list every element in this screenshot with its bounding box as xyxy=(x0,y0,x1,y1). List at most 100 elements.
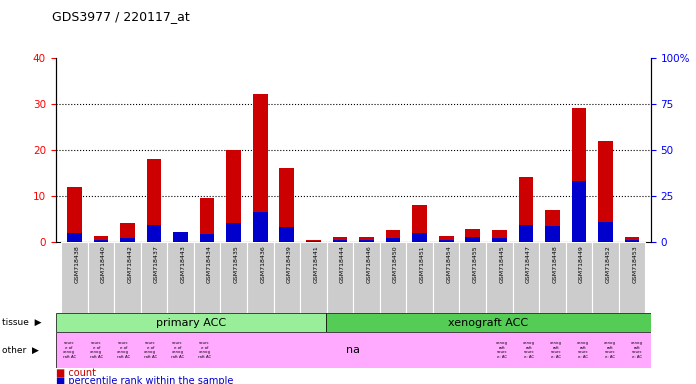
Text: xenog
raft
sourc
e: AC: xenog raft sourc e: AC xyxy=(523,341,535,359)
Bar xyxy=(439,237,454,242)
Bar xyxy=(253,94,267,242)
Bar xyxy=(61,242,88,313)
Text: xenograft ACC: xenograft ACC xyxy=(448,318,528,328)
Text: GSM718443: GSM718443 xyxy=(180,245,186,283)
Bar xyxy=(173,232,188,242)
Text: GSM718444: GSM718444 xyxy=(340,245,345,283)
Text: sourc
e of
xenog
raft AC: sourc e of xenog raft AC xyxy=(198,341,211,359)
Text: sourc
e of
xenog
raft AC: sourc e of xenog raft AC xyxy=(171,341,184,359)
Text: GSM718452: GSM718452 xyxy=(606,245,610,283)
Text: GSM718455: GSM718455 xyxy=(473,245,477,283)
Bar xyxy=(519,177,533,242)
Bar xyxy=(306,240,321,242)
Bar xyxy=(56,313,326,332)
Text: tissue  ▶: tissue ▶ xyxy=(2,318,42,327)
Text: GSM718450: GSM718450 xyxy=(393,245,398,283)
Bar xyxy=(380,242,406,313)
Bar xyxy=(466,230,480,242)
Text: GSM718437: GSM718437 xyxy=(154,245,159,283)
Text: GSM718434: GSM718434 xyxy=(207,245,212,283)
Bar xyxy=(412,233,427,242)
Bar xyxy=(619,242,645,313)
Bar xyxy=(300,242,326,313)
Bar xyxy=(173,233,188,242)
Bar xyxy=(625,237,640,242)
Bar xyxy=(280,227,294,242)
Bar xyxy=(386,238,400,242)
Text: GSM718453: GSM718453 xyxy=(632,245,637,283)
Bar xyxy=(466,237,480,242)
Bar xyxy=(359,240,374,242)
Bar xyxy=(599,141,613,242)
Bar xyxy=(120,223,135,242)
Bar xyxy=(592,242,619,313)
Text: xenog
raft
sourc
e: AC: xenog raft sourc e: AC xyxy=(577,341,589,359)
Text: xenog
raft
sourc
e: AC: xenog raft sourc e: AC xyxy=(496,341,508,359)
Text: GDS3977 / 220117_at: GDS3977 / 220117_at xyxy=(52,10,190,23)
Text: sourc
e of
xenog
raft AC: sourc e of xenog raft AC xyxy=(144,341,157,359)
Bar xyxy=(167,242,193,313)
Text: GSM718454: GSM718454 xyxy=(446,245,451,283)
Text: sourc
e of
xenog
raft AC: sourc e of xenog raft AC xyxy=(63,341,76,359)
Bar xyxy=(147,159,161,242)
Text: GSM718446: GSM718446 xyxy=(367,245,372,283)
Text: ■ percentile rank within the sample: ■ percentile rank within the sample xyxy=(56,376,233,384)
Text: GSM718451: GSM718451 xyxy=(420,245,425,283)
Bar xyxy=(114,242,141,313)
Bar xyxy=(571,108,586,242)
Bar xyxy=(247,242,274,313)
Bar xyxy=(513,242,539,313)
Bar xyxy=(333,240,347,242)
Bar xyxy=(486,242,513,313)
Bar xyxy=(93,240,108,242)
Bar xyxy=(412,205,427,242)
Bar xyxy=(67,187,81,242)
Bar xyxy=(359,237,374,242)
Text: GSM718445: GSM718445 xyxy=(499,245,505,283)
Text: sourc
e of
xenog
raft AC: sourc e of xenog raft AC xyxy=(117,341,130,359)
Bar xyxy=(120,238,135,242)
Text: GSM718438: GSM718438 xyxy=(74,245,79,283)
Bar xyxy=(193,242,221,313)
Bar xyxy=(280,168,294,242)
Bar xyxy=(147,225,161,242)
Bar xyxy=(545,210,560,242)
Bar xyxy=(93,237,108,242)
Bar xyxy=(88,242,114,313)
Bar xyxy=(459,242,486,313)
Bar xyxy=(539,242,566,313)
Bar xyxy=(625,240,640,242)
Text: other  ▶: other ▶ xyxy=(2,346,39,354)
Text: na: na xyxy=(346,345,361,355)
Bar xyxy=(326,242,354,313)
Text: GSM718435: GSM718435 xyxy=(234,245,239,283)
Text: GSM718440: GSM718440 xyxy=(101,245,106,283)
Bar xyxy=(333,237,347,242)
Bar xyxy=(226,150,241,242)
Bar xyxy=(274,242,300,313)
Text: xenog
raft
sourc
e: AC: xenog raft sourc e: AC xyxy=(550,341,562,359)
Bar xyxy=(200,198,214,242)
Bar xyxy=(545,226,560,242)
Bar xyxy=(221,242,247,313)
Bar xyxy=(492,230,507,242)
Bar xyxy=(571,181,586,242)
Bar xyxy=(566,242,592,313)
Bar xyxy=(253,212,267,242)
Bar xyxy=(67,233,81,242)
Text: xenog
raft
sourc
e: AC: xenog raft sourc e: AC xyxy=(604,341,616,359)
Text: GSM718441: GSM718441 xyxy=(313,245,318,283)
Text: GSM718447: GSM718447 xyxy=(526,245,531,283)
Bar xyxy=(386,230,400,242)
Text: GSM718436: GSM718436 xyxy=(260,245,265,283)
Bar xyxy=(439,240,454,242)
Bar xyxy=(141,242,167,313)
Text: ■ count: ■ count xyxy=(56,368,95,378)
Bar xyxy=(200,233,214,242)
Text: xenog
raft
sourc
e: AC: xenog raft sourc e: AC xyxy=(631,341,643,359)
Text: sourc
e of
xenog
raft AC: sourc e of xenog raft AC xyxy=(90,341,103,359)
Bar xyxy=(326,313,651,332)
Bar xyxy=(433,242,459,313)
Bar xyxy=(492,238,507,242)
Bar xyxy=(354,242,380,313)
